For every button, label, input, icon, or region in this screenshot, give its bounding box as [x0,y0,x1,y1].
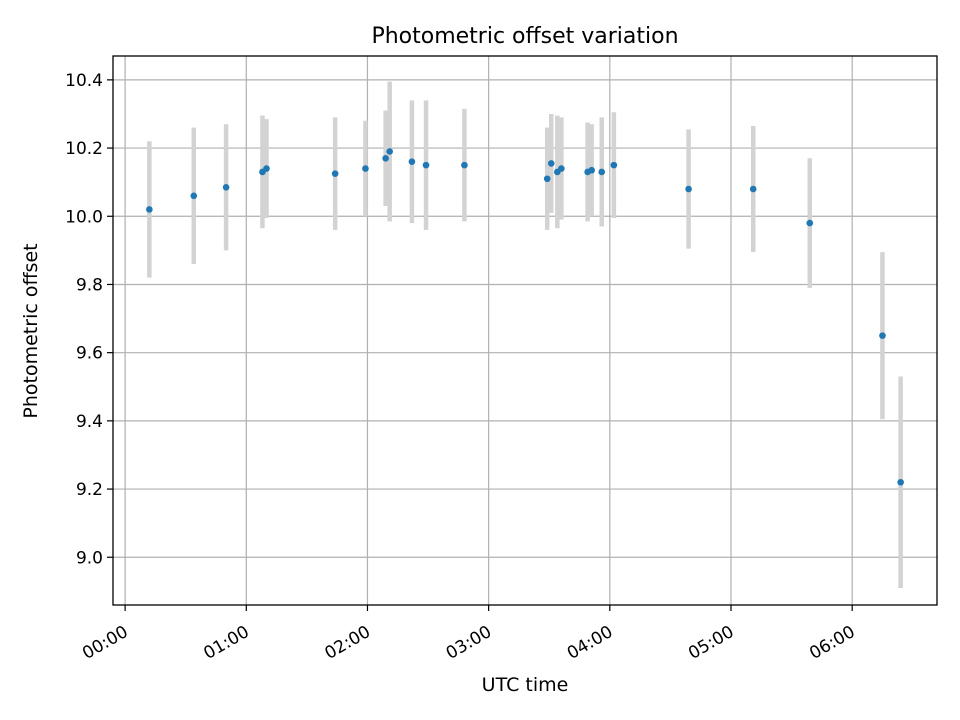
data-point [461,161,468,169]
data-point [749,185,757,193]
data-point [146,206,153,213]
y-tick-label: 9.0 [76,548,103,568]
data-point [547,160,555,167]
data-point [558,165,565,172]
data-point [588,166,595,174]
data-point [263,165,270,172]
data-point [897,478,904,486]
data-point [543,175,551,183]
data-point [362,165,369,172]
data-point [806,219,814,227]
data-point [422,161,430,169]
y-tick-label: 10.4 [65,71,103,91]
data-point [879,332,886,339]
y-tick-label: 10.0 [65,207,103,227]
data-points [146,148,904,486]
data-point [610,161,618,169]
grid [113,56,937,605]
data-point [331,170,339,177]
x-axis-label: UTC time [482,674,569,696]
data-point [386,148,393,155]
y-tick-label: 10.2 [65,139,103,159]
y-tick-label: 9.6 [76,344,103,364]
y-axis-label: Photometric offset [20,243,42,418]
plot-frame [112,55,938,606]
data-point [190,192,198,200]
chart-title: Photometric offset variation [371,24,678,49]
data-point [222,183,230,191]
data-point [408,158,416,166]
y-tick-label: 9.4 [76,412,103,432]
y-tick-label: 9.2 [76,480,103,500]
y-tick-label: 9.8 [76,275,103,295]
data-point [382,154,389,162]
data-point [685,185,692,193]
data-point [598,168,606,176]
y-axis: 9.0 9.2 9.4 9.6 9.8 10.0 10.2 10.4 [65,71,113,568]
